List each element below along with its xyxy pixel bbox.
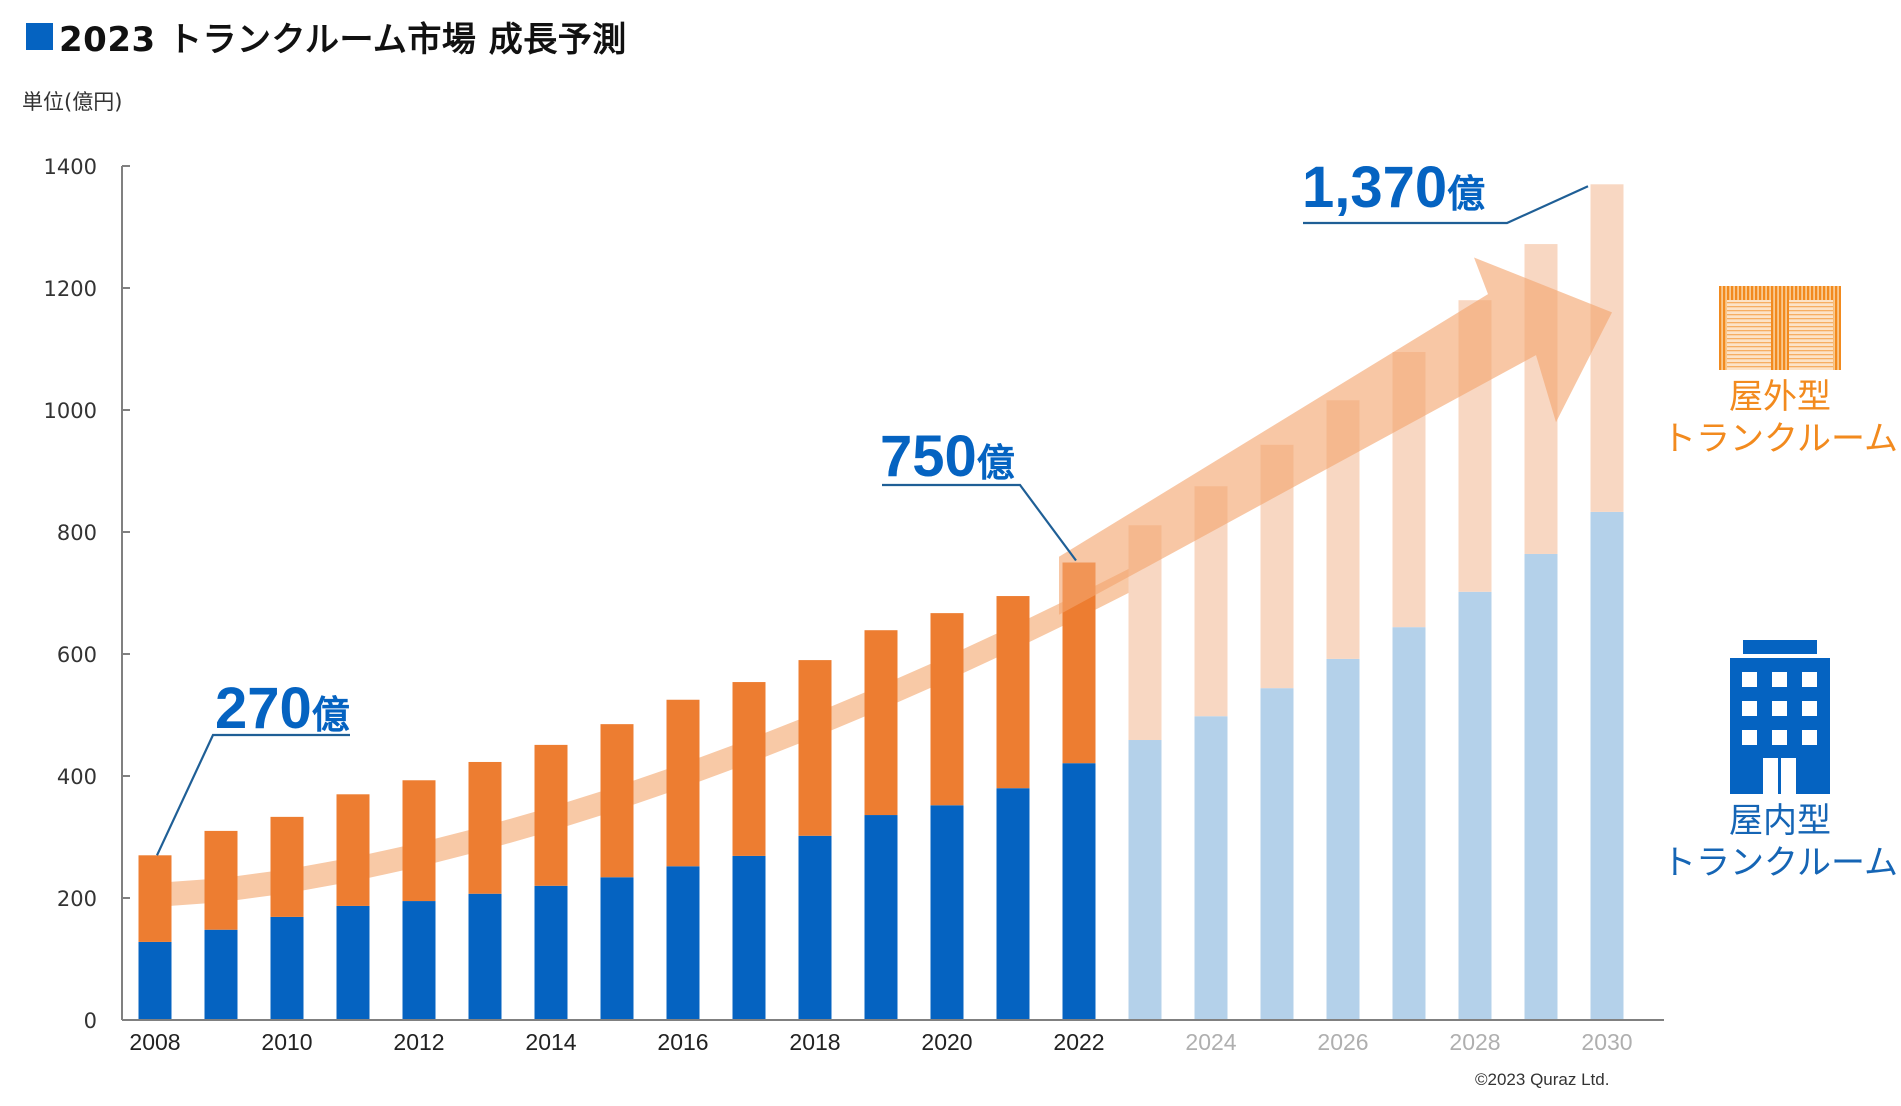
bar-outdoor-2013: [468, 761, 502, 894]
storage-container-icon: [1719, 286, 1841, 370]
y-tick-label: 1200: [44, 277, 97, 301]
bars-layer: [138, 184, 1624, 1020]
bar-indoor-2025: [1260, 688, 1294, 1020]
bar-indoor-2010: [270, 916, 304, 1020]
bar-indoor-2011: [336, 905, 370, 1020]
y-tick-label: 200: [57, 887, 97, 911]
bar-outdoor-2009: [204, 830, 238, 930]
x-tick-label: 2018: [789, 1029, 840, 1055]
bar-outdoor-2008: [138, 855, 172, 942]
x-tick-label: 2026: [1317, 1029, 1368, 1055]
x-tick-label: 2022: [1053, 1029, 1104, 1055]
x-tick-label: 2028: [1449, 1029, 1500, 1055]
bar-outdoor-2016: [666, 699, 700, 867]
callout-label: 750億: [880, 424, 1015, 489]
bar-indoor-2019: [864, 815, 898, 1020]
callout-value: 270: [215, 676, 312, 741]
bar-indoor-2017: [732, 855, 766, 1020]
x-tick-label: 2012: [393, 1029, 444, 1055]
copyright: ©2023 Quraz Ltd.: [1475, 1070, 1610, 1089]
bar-outdoor-2021: [996, 596, 1030, 789]
y-tick-label: 600: [57, 643, 97, 667]
bar-indoor-2023: [1128, 740, 1162, 1020]
x-tick-label: 2016: [657, 1029, 708, 1055]
bar-indoor-2020: [930, 805, 964, 1020]
callout-line: [156, 733, 350, 856]
y-tick-label: 1000: [44, 399, 97, 423]
y-tick-label: 1400: [44, 155, 97, 179]
bar-outdoor-2020: [930, 613, 964, 806]
bar-indoor-2008: [138, 941, 172, 1020]
x-tick-label: 2008: [129, 1029, 180, 1055]
bar-indoor-2014: [534, 885, 568, 1020]
bar-indoor-2027: [1392, 627, 1426, 1020]
bar-outdoor-2014: [534, 744, 568, 886]
callout-label: 1,370億: [1302, 155, 1485, 220]
bar-indoor-2028: [1458, 591, 1492, 1020]
bar-indoor-2029: [1524, 553, 1558, 1020]
callout-unit: 億: [312, 695, 350, 737]
bar-outdoor-2010: [270, 816, 304, 917]
callout-value: 1,370: [1302, 155, 1447, 220]
callout-line: [882, 483, 1077, 562]
bar-indoor-2022: [1062, 763, 1096, 1020]
chart-title-wrap: 2023 トランクルーム市場 成長予測: [26, 12, 627, 61]
building-icon: [1730, 640, 1830, 794]
bar-outdoor-2030: [1590, 184, 1624, 512]
axes: 0 200 400 600 800 1000 1200 1400 2008 2010 2012 201…: [44, 155, 1664, 1055]
callout-label: 270億: [215, 676, 350, 741]
chart-title: 2023 トランクルーム市場 成長予測: [59, 20, 627, 60]
callout-unit: 億: [1447, 174, 1485, 216]
legend-outdoor-line1: 屋外型: [1729, 377, 1831, 417]
y-tick-label: 0: [84, 1009, 97, 1033]
bar-indoor-2030: [1590, 511, 1624, 1020]
x-tick-label: 2014: [525, 1029, 576, 1055]
bar-outdoor-2012: [402, 780, 436, 902]
bar-indoor-2018: [798, 835, 832, 1020]
legend-indoor-line1: 屋内型: [1729, 801, 1831, 841]
legend-outdoor-line2: トランクルーム: [1662, 419, 1898, 459]
title-square-icon: [26, 23, 53, 50]
x-tick-label: 2020: [921, 1029, 972, 1055]
bar-outdoor-2018: [798, 660, 832, 836]
bar-indoor-2015: [600, 877, 634, 1020]
x-tick-label: 2030: [1581, 1029, 1632, 1055]
bar-outdoor-2017: [732, 682, 766, 856]
unit-label: 単位(億円): [22, 90, 123, 114]
bar-outdoor-2011: [336, 794, 370, 906]
callout-value: 750: [880, 424, 977, 489]
bar-indoor-2021: [996, 788, 1030, 1020]
bar-indoor-2013: [468, 893, 502, 1020]
legend-indoor-line2: トランクルーム: [1662, 843, 1898, 883]
y-tick-label: 400: [57, 765, 97, 789]
callout-line: [1303, 185, 1589, 225]
bar-indoor-2016: [666, 866, 700, 1020]
bar-indoor-2024: [1194, 716, 1228, 1020]
legend-indoor: 屋内型 トランクルーム: [1662, 640, 1898, 884]
bar-indoor-2026: [1326, 658, 1360, 1020]
legend-outdoor: 屋外型 トランクルーム: [1662, 286, 1898, 460]
bar-indoor-2009: [204, 929, 238, 1020]
bar-outdoor-2019: [864, 630, 898, 816]
bar-outdoor-2015: [600, 724, 634, 878]
trend-arrow-overlay: [1059, 257, 1612, 615]
x-tick-label: 2024: [1185, 1029, 1236, 1055]
callout-unit: 億: [977, 443, 1015, 485]
trend-arrow: [1059, 257, 1612, 615]
bar-indoor-2012: [402, 901, 436, 1020]
y-tick-label: 800: [57, 521, 97, 545]
x-tick-label: 2010: [261, 1029, 312, 1055]
